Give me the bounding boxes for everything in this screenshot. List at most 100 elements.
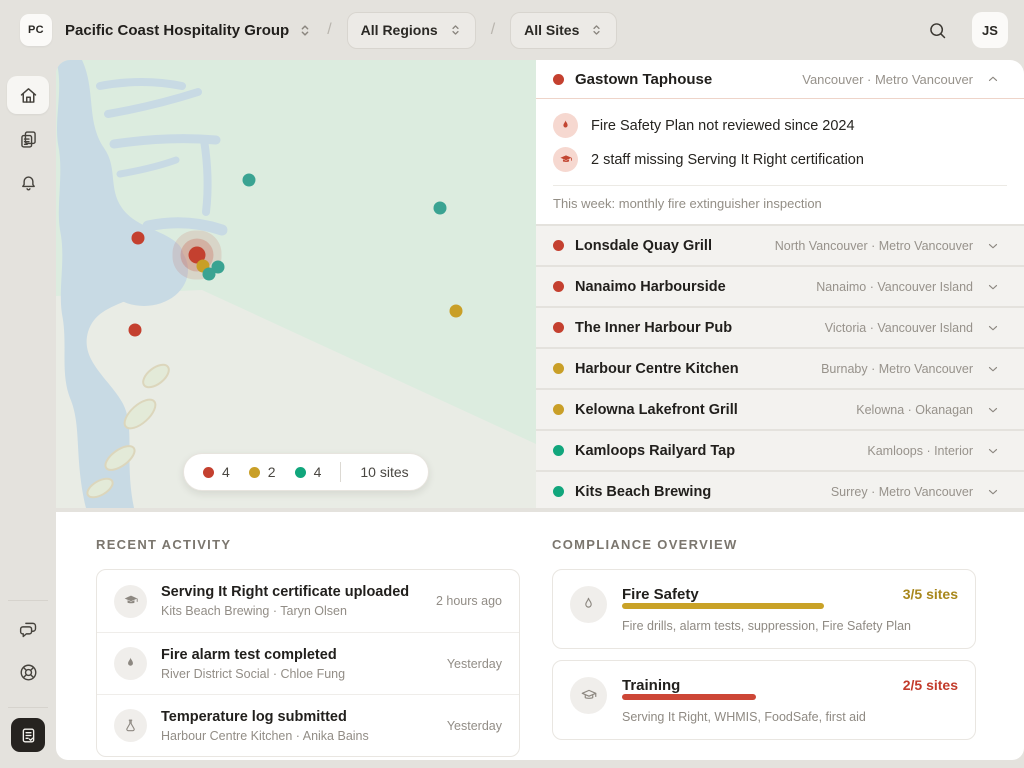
site-row[interactable]: The Inner Harbour Pub Victoria · Vancouv… [536,308,1024,347]
legend-red: 4 [203,464,230,480]
breadcrumb-separator: / [327,21,332,38]
site-row[interactable]: Kamloops Railyard Tap Kamloops · Interio… [536,431,1024,470]
activity-subtitle: Harbour Centre Kitchen · Anika Bains [161,728,369,743]
compliance-description: Serving It Right, WHMIS, FoodSafe, first… [622,710,866,724]
chevron-down-icon[interactable] [986,403,1000,417]
flame-icon [553,113,578,138]
green-status-dot [294,466,306,478]
chevron-down-icon[interactable] [986,362,1000,376]
chevron-down-icon[interactable] [986,321,1000,335]
site-alert: 2 staff missing Serving It Right certifi… [553,147,1007,172]
compliance-name: Fire Safety [622,586,699,603]
sidebar [0,60,56,768]
activity-title: Serving It Right certificate uploaded [161,584,410,600]
chevron-down-icon[interactable] [986,485,1000,499]
map-marker-selected[interactable] [188,246,206,264]
site-filter-dropdown[interactable]: All Sites [510,11,618,49]
site-row-header[interactable]: Gastown Taphouse Vancouver · Metro Vanco… [536,60,1024,99]
compliance-card-training[interactable]: Training 2/5 sites Serving It Right, WHM… [552,660,976,740]
map-marker[interactable] [242,173,256,187]
map-marker[interactable] [128,323,142,337]
site-name: Kamloops Railyard Tap [575,442,736,459]
site-name: Harbour Centre Kitchen [575,360,739,377]
sidebar-item-notifications[interactable] [7,164,49,200]
map-markers [56,60,536,508]
map-marker[interactable] [449,304,463,318]
alert-text: 2 staff missing Serving It Right certifi… [591,151,864,168]
legend-divider [340,462,342,482]
sidebar-item-home[interactable] [7,76,49,114]
map-marker[interactable] [202,267,216,281]
red-status-dot [203,466,214,478]
site-row[interactable]: Nanaimo Harbourside Nanaimo · Vancouver … [536,267,1024,306]
activity-subtitle: Kits Beach Brewing · Taryn Olsen [161,604,347,618]
activity-title: Fire alarm test completed [161,646,337,663]
map-legend: 4 2 4 10 sites [183,453,429,491]
site-name: Nanaimo Harbourside [575,278,726,295]
site-card-expanded: Gastown Taphouse Vancouver · Metro Vanco… [536,60,1024,224]
sidebar-item-messages[interactable] [7,611,49,647]
activity-time: Yesterday [446,656,502,671]
site-list: Gastown Taphouse Vancouver · Metro Vanco… [536,60,1024,508]
status-dot [553,486,564,497]
activity-subtitle: River District Social · Chloe Fung [161,666,346,681]
org-name: Pacific Coast Hospitality Group [65,21,290,39]
site-name: The Inner Harbour Pub [575,319,733,336]
site-location: Surrey · Metro Vancouver [830,484,973,499]
chevrons-updown-icon [449,23,462,37]
site-location: Victoria · Vancouver Island [824,320,973,335]
status-dot [553,73,564,85]
flame-icon [114,647,147,680]
activity-item[interactable]: Serving It Right certificate uploaded Ki… [97,570,519,632]
graduation-cap-icon [553,147,578,172]
topbar: PC Pacific Coast Hospitality Group / All… [0,0,1024,60]
bottom-panel: RECENT ACTIVITY Serving It Right certifi… [56,512,1024,760]
lifebuoy-icon [20,664,36,680]
compliance-overview-section: COMPLIANCE OVERVIEW Fire Safety 3/5 site… [552,537,976,760]
amber-status-dot [248,466,260,478]
chevron-down-icon[interactable] [986,280,1000,294]
activity-item[interactable]: Temperature log submitted Harbour Centre… [97,694,519,756]
site-location: North Vancouver · Metro Vancouver [774,238,973,253]
site-row[interactable]: Kits Beach Brewing Surrey · Metro Vancou… [536,472,1024,508]
site-name: Kelowna Lakefront Grill [575,401,738,418]
sidebar-divider [8,600,48,601]
search-icon[interactable] [927,20,948,41]
activity-item[interactable]: Fire alarm test completed River District… [97,632,519,694]
site-alert: Fire Safety Plan not reviewed since 2024 [553,113,1007,138]
site-name: Gastown Taphouse [575,70,713,88]
site-row[interactable]: Lonsdale Quay Grill North Vancouver · Me… [536,226,1024,265]
map[interactable]: 4 2 4 10 sites [56,60,536,508]
breadcrumb-separator: / [490,21,496,38]
compliance-score: 2/5 sites [902,677,958,693]
legend-total-sites: 10 sites [360,464,409,480]
home-icon [20,87,36,103]
chevron-up-icon[interactable] [986,72,1000,86]
progress-bar [622,603,958,609]
recent-activity-section: RECENT ACTIVITY Serving It Right certifi… [96,537,520,760]
map-marker[interactable] [433,201,447,215]
activity-time: Yesterday [446,718,502,733]
sidebar-item-help[interactable] [7,654,49,690]
sidebar-item-reports[interactable] [7,121,49,157]
compliance-card-fire-safety[interactable]: Fire Safety 3/5 sites Fire drills, alarm… [552,569,976,649]
site-name: Lonsdale Quay Grill [575,237,712,254]
graduation-cap-icon [114,584,147,618]
site-location: Kamloops · Interior [867,443,973,458]
site-name: Kits Beach Brewing [575,483,712,500]
region-filter-dropdown[interactable]: All Regions [346,11,476,49]
site-row[interactable]: Harbour Centre Kitchen Burnaby · Metro V… [536,349,1024,388]
chevron-down-icon[interactable] [986,444,1000,458]
site-row[interactable]: Kelowna Lakefront Grill Kelowna · Okanag… [536,390,1024,429]
progress-bar [622,694,958,700]
legend-green-count: 4 [313,464,322,480]
flask-icon [114,709,147,742]
sidebar-item-changelog[interactable] [11,718,45,752]
chevron-down-icon[interactable] [986,239,1000,253]
status-dot [553,281,564,292]
status-dot [553,240,564,251]
org-switcher-chevrons-icon[interactable] [298,23,312,38]
map-marker[interactable] [131,231,145,245]
site-location: Vancouver · Metro Vancouver [802,71,973,87]
user-avatar[interactable]: JS [972,12,1008,48]
